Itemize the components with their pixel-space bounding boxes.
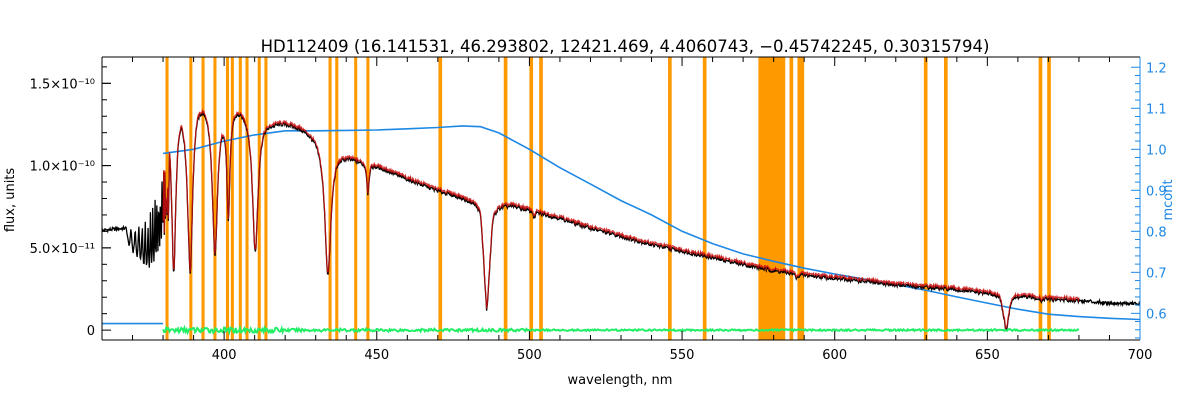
masked-region-25 [1038, 57, 1043, 340]
y2-tick-label-7: 0.7 [1146, 266, 1167, 281]
masked-region-10 [328, 57, 332, 340]
x-tick-label-650: 650 [975, 348, 1000, 363]
masked-region-12 [354, 57, 358, 340]
x-axis-label: wavelength, nm [568, 373, 673, 388]
continuum-layer [102, 125, 1141, 325]
x-tick-label-700: 700 [1128, 348, 1153, 363]
masked-regions [165, 57, 1051, 340]
x-tick-label-450: 450 [364, 348, 389, 363]
masked-region-24 [944, 57, 948, 340]
masked-region-11 [335, 57, 339, 340]
y-tick-label-3: 1.5×10⁻¹⁰ [30, 77, 95, 92]
y-tick-label-2: 1.0×10⁻¹⁰ [30, 160, 95, 175]
x-tick-label-400: 400 [212, 348, 237, 363]
masked-region-17 [539, 57, 543, 340]
masked-region-9 [264, 57, 268, 340]
masked-region-19 [702, 57, 707, 340]
masked-region-7 [245, 57, 249, 340]
y2-tick-label-6: 0.6 [1146, 307, 1167, 322]
masked-region-13 [366, 57, 370, 340]
masked-region-2 [201, 57, 205, 340]
y2-tick-label-8: 0.8 [1146, 225, 1167, 240]
y-tick-label-0: 0 [87, 324, 95, 339]
masked-region-21 [789, 57, 794, 340]
y-tick-label-1: 5.0×10⁻¹¹ [30, 242, 95, 257]
axes: 400 450 500 550 600 650 700 0 5.0×10⁻¹¹ 1.0×10⁻¹⁰… [30, 56, 1167, 363]
y2-axis-label: mcont [1161, 179, 1176, 220]
masked-region-26 [1047, 57, 1051, 340]
chart-title: HD112409 (16.141531, 46.293802, 12421.46… [261, 37, 990, 56]
model-spectrum-line [162, 108, 1080, 330]
observed-layer [101, 108, 1141, 332]
masked-region-16 [529, 57, 534, 340]
masked-region-3 [213, 57, 217, 340]
x-tick-label-600: 600 [822, 348, 847, 363]
masked-region-22 [797, 57, 805, 340]
x-tick-label-550: 550 [670, 348, 695, 363]
masked-region-1 [189, 57, 193, 340]
y2-tick-label-9: 0.9 [1146, 184, 1167, 199]
residual-line [162, 324, 1080, 336]
y2-tick-label-12: 1.2 [1146, 61, 1167, 76]
y2-tick-label-11: 1.1 [1146, 102, 1167, 117]
x-tick-label-500: 500 [517, 348, 542, 363]
masked-region-8 [257, 57, 261, 340]
masked-region-23 [923, 57, 928, 340]
masked-region-6 [238, 57, 242, 340]
masked-region-15 [503, 57, 508, 340]
continuum-line [102, 125, 1141, 325]
masked-region-14 [438, 57, 443, 340]
masked-region-18 [668, 57, 672, 340]
residual-layer [162, 324, 1080, 336]
y2-tick-label-10: 1.0 [1146, 143, 1167, 158]
masked-region-5 [230, 57, 234, 340]
masked-region-20 [758, 57, 786, 340]
y-axis-label: flux, units [3, 168, 18, 233]
